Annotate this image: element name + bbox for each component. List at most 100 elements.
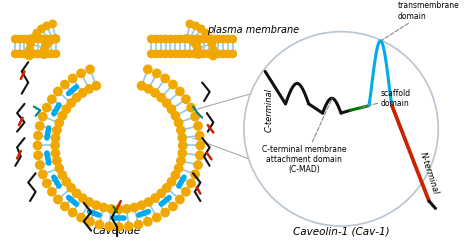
Circle shape xyxy=(195,48,202,55)
Circle shape xyxy=(187,179,195,187)
Circle shape xyxy=(189,37,196,45)
Circle shape xyxy=(169,80,177,89)
Circle shape xyxy=(153,214,161,222)
Circle shape xyxy=(86,65,94,73)
Circle shape xyxy=(176,195,184,204)
Circle shape xyxy=(25,50,33,58)
Circle shape xyxy=(68,208,77,217)
Circle shape xyxy=(210,46,217,54)
Circle shape xyxy=(210,52,217,60)
Circle shape xyxy=(145,85,153,93)
Circle shape xyxy=(77,214,85,222)
Circle shape xyxy=(92,82,100,90)
Circle shape xyxy=(205,35,212,43)
Circle shape xyxy=(62,105,71,113)
Circle shape xyxy=(187,103,195,112)
Circle shape xyxy=(33,141,42,150)
Circle shape xyxy=(172,50,179,58)
Text: transmembrane
domain: transmembrane domain xyxy=(381,1,459,41)
Circle shape xyxy=(195,51,202,58)
Circle shape xyxy=(162,35,169,43)
Circle shape xyxy=(43,103,51,112)
Circle shape xyxy=(125,222,133,230)
Circle shape xyxy=(153,69,161,78)
Circle shape xyxy=(34,50,42,58)
Circle shape xyxy=(48,35,55,43)
Circle shape xyxy=(174,119,183,127)
Circle shape xyxy=(79,194,87,202)
Circle shape xyxy=(182,95,190,103)
Circle shape xyxy=(43,179,51,187)
Circle shape xyxy=(79,89,87,97)
Circle shape xyxy=(134,220,143,229)
Circle shape xyxy=(52,35,59,42)
Circle shape xyxy=(171,171,180,179)
Circle shape xyxy=(181,35,189,43)
Circle shape xyxy=(167,50,174,58)
Circle shape xyxy=(115,223,123,231)
Circle shape xyxy=(191,50,198,58)
Circle shape xyxy=(86,217,94,226)
Circle shape xyxy=(16,50,24,58)
Circle shape xyxy=(172,35,179,43)
Circle shape xyxy=(196,35,203,43)
Circle shape xyxy=(52,50,60,58)
Circle shape xyxy=(55,119,64,127)
Circle shape xyxy=(186,20,193,28)
Circle shape xyxy=(196,141,205,150)
Circle shape xyxy=(161,74,169,83)
Text: Caveolin-1 (Cav-1): Caveolin-1 (Cav-1) xyxy=(293,226,389,236)
Circle shape xyxy=(196,50,203,58)
Circle shape xyxy=(191,112,199,121)
Circle shape xyxy=(194,122,202,130)
Circle shape xyxy=(36,122,44,130)
Circle shape xyxy=(229,35,237,43)
Circle shape xyxy=(144,217,152,226)
Circle shape xyxy=(61,202,69,211)
Circle shape xyxy=(53,156,61,165)
Circle shape xyxy=(183,35,191,42)
Circle shape xyxy=(145,198,153,206)
Circle shape xyxy=(53,126,61,134)
Circle shape xyxy=(44,39,52,47)
Circle shape xyxy=(51,141,59,150)
Circle shape xyxy=(33,30,40,37)
Text: plasma membrane: plasma membrane xyxy=(207,25,299,35)
Text: C-terminal: C-terminal xyxy=(264,88,273,132)
Circle shape xyxy=(73,93,81,102)
Circle shape xyxy=(153,35,160,43)
Circle shape xyxy=(77,69,85,78)
Circle shape xyxy=(85,198,93,206)
Circle shape xyxy=(196,151,204,159)
Circle shape xyxy=(167,105,176,113)
Circle shape xyxy=(39,50,46,58)
Circle shape xyxy=(115,205,123,214)
Circle shape xyxy=(51,134,60,142)
Circle shape xyxy=(85,85,93,93)
Circle shape xyxy=(51,149,60,157)
Circle shape xyxy=(55,164,64,172)
Circle shape xyxy=(26,52,33,60)
Circle shape xyxy=(49,36,56,43)
Circle shape xyxy=(122,205,131,213)
Circle shape xyxy=(30,50,37,58)
Circle shape xyxy=(48,50,55,58)
Circle shape xyxy=(157,189,165,197)
Circle shape xyxy=(58,171,66,179)
Circle shape xyxy=(210,50,217,58)
Circle shape xyxy=(176,35,184,43)
Circle shape xyxy=(16,35,24,43)
Circle shape xyxy=(39,35,46,43)
Circle shape xyxy=(54,195,62,204)
Circle shape xyxy=(40,48,48,55)
Circle shape xyxy=(40,51,48,58)
Circle shape xyxy=(144,65,152,73)
Circle shape xyxy=(36,161,44,169)
Circle shape xyxy=(43,22,50,30)
Circle shape xyxy=(163,184,171,192)
Circle shape xyxy=(177,156,185,165)
Circle shape xyxy=(208,40,216,47)
Circle shape xyxy=(178,149,186,157)
Circle shape xyxy=(202,30,210,37)
Text: scaffold
domain: scaffold domain xyxy=(360,89,410,108)
